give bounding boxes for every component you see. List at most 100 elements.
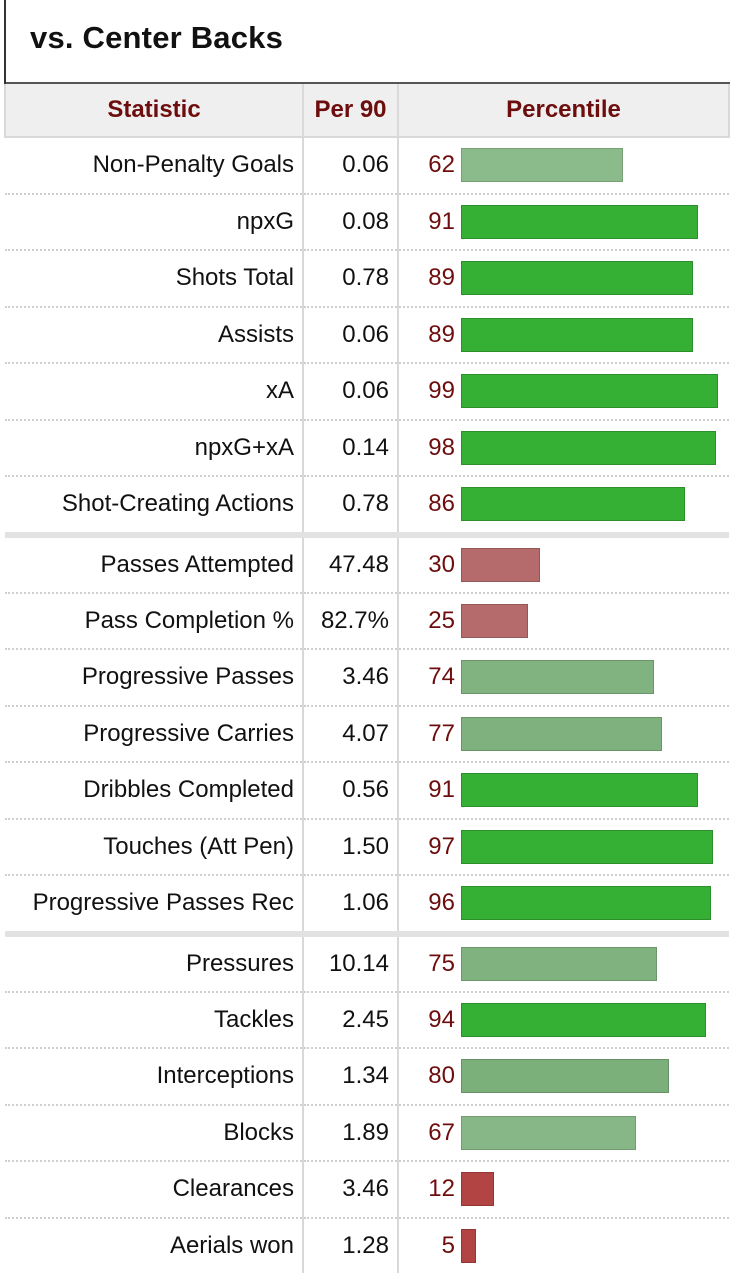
percentile-value: 74 bbox=[399, 663, 461, 691]
per90-value: 4.07 bbox=[303, 706, 398, 763]
per90-value: 1.06 bbox=[303, 875, 398, 934]
percentile-bar bbox=[461, 773, 698, 807]
percentile-cell: 86 bbox=[398, 476, 729, 535]
percentile-value: 80 bbox=[399, 1062, 461, 1090]
percentile-cell: 12 bbox=[398, 1161, 729, 1218]
stat-name: Aerials won bbox=[5, 1218, 303, 1273]
percentile-value: 91 bbox=[399, 208, 461, 236]
percentile-bar-track bbox=[461, 886, 729, 920]
stat-name: Interceptions bbox=[5, 1048, 303, 1105]
percentile-value: 25 bbox=[399, 607, 461, 635]
stat-name: Shots Total bbox=[5, 250, 303, 307]
percentile-bar bbox=[461, 1003, 706, 1037]
percentile-cell: 67 bbox=[398, 1105, 729, 1162]
percentile-bar-track bbox=[461, 773, 729, 807]
percentile-bar bbox=[461, 318, 693, 352]
percentile-value: 30 bbox=[399, 551, 461, 579]
percentile-cell: 89 bbox=[398, 250, 729, 307]
percentile-cell: 99 bbox=[398, 363, 729, 420]
percentile-bar-track bbox=[461, 830, 729, 864]
percentile-cell: 30 bbox=[398, 535, 729, 593]
stat-name: npxG bbox=[5, 194, 303, 251]
column-header-per90[interactable]: Per 90 bbox=[303, 84, 398, 137]
percentile-bar-track bbox=[461, 604, 729, 638]
percentile-bar-track bbox=[461, 1172, 729, 1206]
per90-value: 1.50 bbox=[303, 819, 398, 876]
per90-value: 1.89 bbox=[303, 1105, 398, 1162]
per90-value: 1.28 bbox=[303, 1218, 398, 1273]
percentile-value: 99 bbox=[399, 377, 461, 405]
percentile-cell: 62 bbox=[398, 137, 729, 194]
percentile-bar bbox=[461, 830, 713, 864]
stat-name: Progressive Passes bbox=[5, 649, 303, 706]
percentile-bar bbox=[461, 487, 685, 521]
percentile-bar-track bbox=[461, 318, 729, 352]
percentile-bar-track bbox=[461, 1116, 729, 1150]
percentile-value: 75 bbox=[399, 950, 461, 978]
percentile-bar bbox=[461, 604, 528, 638]
percentile-cell: 98 bbox=[398, 420, 729, 477]
per90-value: 3.46 bbox=[303, 649, 398, 706]
percentile-bar-track bbox=[461, 548, 729, 582]
stat-name: Clearances bbox=[5, 1161, 303, 1218]
percentile-bar bbox=[461, 1116, 636, 1150]
percentile-bar-track bbox=[461, 1229, 729, 1263]
stat-name: Blocks bbox=[5, 1105, 303, 1162]
stat-name: Shot-Creating Actions bbox=[5, 476, 303, 535]
percentile-bar bbox=[461, 261, 693, 295]
stat-name: npxG+xA bbox=[5, 420, 303, 477]
percentile-bar bbox=[461, 374, 718, 408]
per90-value: 0.08 bbox=[303, 194, 398, 251]
stat-name: Passes Attempted bbox=[5, 535, 303, 593]
stat-name: Touches (Att Pen) bbox=[5, 819, 303, 876]
per90-value: 10.14 bbox=[303, 934, 398, 992]
percentile-cell: 91 bbox=[398, 194, 729, 251]
percentile-bar-track bbox=[461, 261, 729, 295]
per90-value: 0.14 bbox=[303, 420, 398, 477]
section-header: vs. Center Backs bbox=[6, 0, 730, 84]
percentile-value: 97 bbox=[399, 833, 461, 861]
table-header-row: Statistic Per 90 Percentile bbox=[5, 84, 729, 137]
percentile-cell: 80 bbox=[398, 1048, 729, 1105]
stat-name: Pressures bbox=[5, 934, 303, 992]
percentile-cell: 97 bbox=[398, 819, 729, 876]
percentile-bar-track bbox=[461, 1059, 729, 1093]
percentile-bar-track bbox=[461, 374, 729, 408]
percentile-bar bbox=[461, 1172, 494, 1206]
column-header-percentile[interactable]: Percentile bbox=[398, 84, 729, 137]
percentile-cell: 94 bbox=[398, 992, 729, 1049]
percentile-bar bbox=[461, 886, 711, 920]
stat-name: Non-Penalty Goals bbox=[5, 137, 303, 194]
percentile-bar-track bbox=[461, 431, 729, 465]
per90-value: 82.7% bbox=[303, 593, 398, 650]
stat-name: Tackles bbox=[5, 992, 303, 1049]
percentile-value: 91 bbox=[399, 776, 461, 804]
percentile-bar-track bbox=[461, 717, 729, 751]
percentile-bar-track bbox=[461, 487, 729, 521]
stat-name: Dribbles Completed bbox=[5, 762, 303, 819]
stat-name: Progressive Passes Rec bbox=[5, 875, 303, 934]
percentile-cell: 96 bbox=[398, 875, 729, 934]
percentile-value: 98 bbox=[399, 434, 461, 462]
percentile-bar bbox=[461, 205, 698, 239]
column-header-statistic[interactable]: Statistic bbox=[5, 84, 303, 137]
percentile-cell: 5 bbox=[398, 1218, 729, 1273]
percentile-bar bbox=[461, 660, 654, 694]
percentile-value: 5 bbox=[399, 1232, 461, 1260]
percentile-bar bbox=[461, 947, 657, 981]
percentile-bar bbox=[461, 1229, 476, 1263]
percentile-value: 94 bbox=[399, 1006, 461, 1034]
percentile-cell: 25 bbox=[398, 593, 729, 650]
